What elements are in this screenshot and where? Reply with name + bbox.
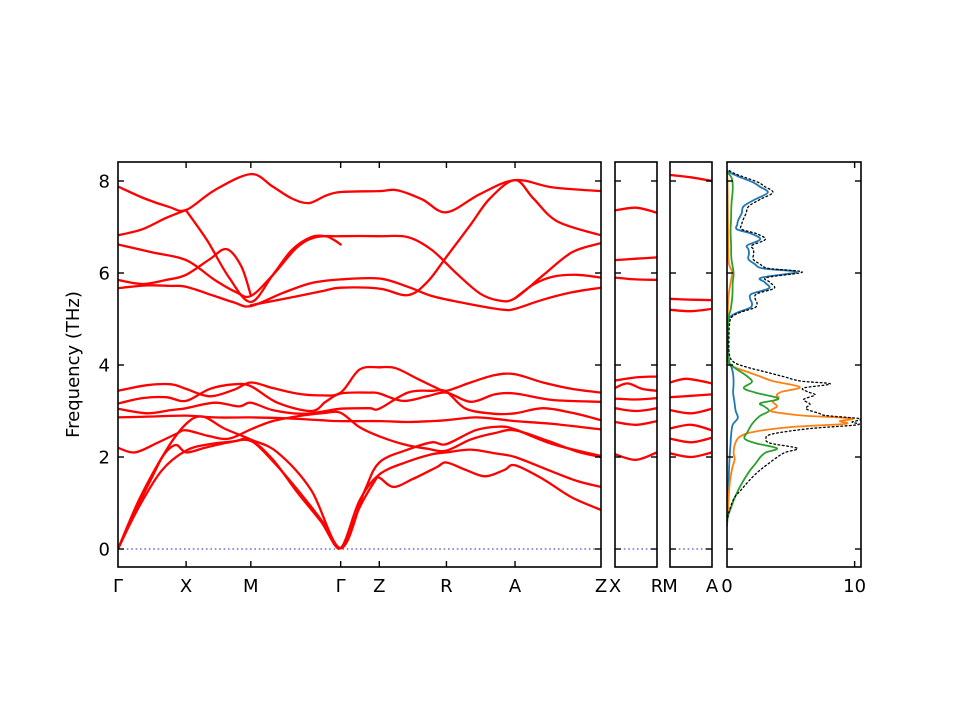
y-tick-label: 8 [99,171,110,192]
band-curve [615,382,657,392]
band-curve [615,407,657,413]
x-tick-label: X [180,576,192,597]
x-tick-label: A [509,576,522,597]
x-tick-label: 10 [843,576,866,597]
x-tick-label: R [440,576,453,597]
y-tick-label: 2 [99,448,110,469]
x-tick-label: M [662,576,678,597]
band-curve [118,388,601,422]
x-tick-label: Z [595,576,607,597]
band-curve [615,256,657,262]
band-curve [670,436,712,444]
x-tick-label: 0 [721,576,732,597]
band-curve [184,209,342,304]
band-curve [118,410,601,459]
band-curve [615,276,657,282]
x-tick-label: A [706,576,719,597]
band-curve [615,451,657,461]
band-curve [670,377,712,385]
band-curve [670,297,712,302]
band-curve [118,382,601,413]
band-curve [615,419,657,426]
band-curve [118,437,601,551]
y-tick-label: 6 [99,264,110,285]
band-curve [513,273,601,300]
band-curve [670,307,712,313]
band-curve [118,247,252,297]
band-curve [615,375,657,382]
x-tick-label: R [651,576,664,597]
band-curve [670,173,712,183]
y-tick-label: 0 [99,540,110,561]
x-tick-label: X [609,576,621,597]
dos-curve [727,170,798,527]
total-dos-curve [727,168,861,523]
band-curve [118,415,601,551]
band-curve [670,423,712,432]
band-curve [118,208,188,237]
x-tick-label: M [243,576,259,597]
band-curve [118,365,601,398]
band-curve [670,393,712,399]
band-curve [118,276,601,312]
x-tick-label: Γ [336,576,346,597]
band-curve [615,206,657,214]
dos-curve [727,170,780,522]
band-curve [249,178,601,307]
band-curve [118,234,601,303]
x-tick-label: Γ [113,576,123,597]
x-tick-label: Z [373,576,385,597]
y-axis-label: Frequency (THz) [63,291,84,438]
band-curve [670,451,712,459]
band-curve [670,407,712,415]
band-curve [615,396,657,401]
y-tick-label: 4 [99,356,110,377]
